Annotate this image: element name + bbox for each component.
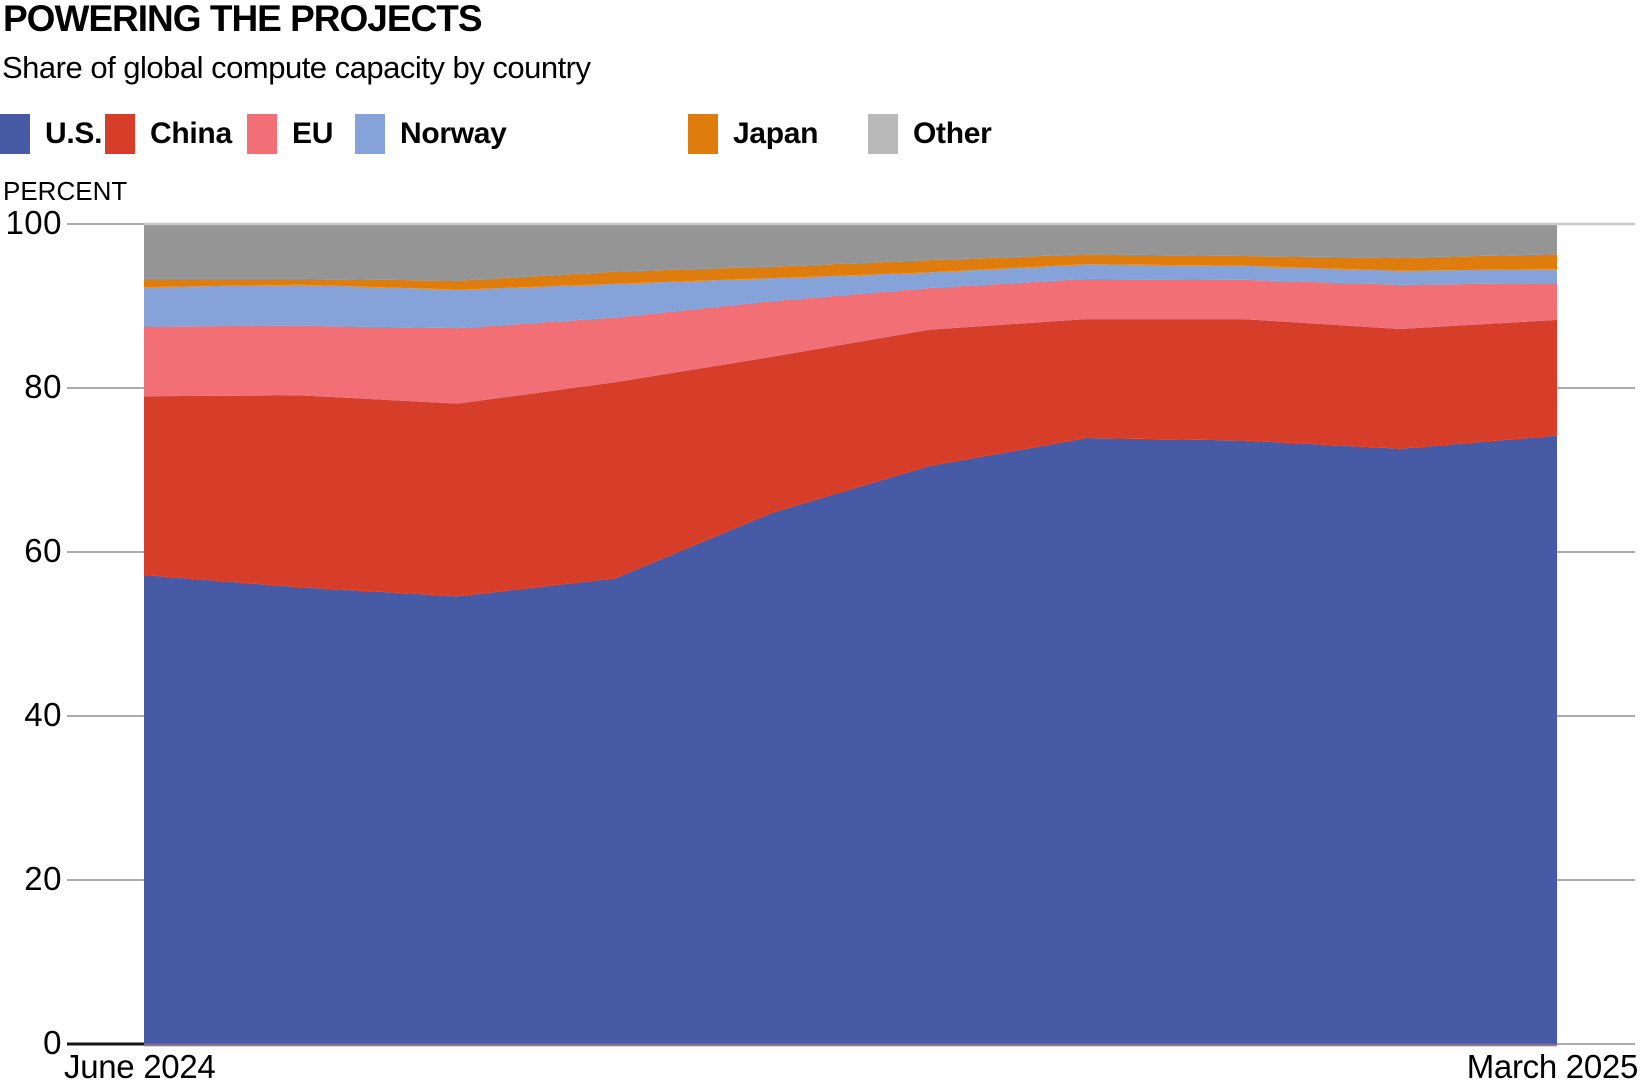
legend-label: Other — [913, 117, 992, 150]
legend-label: China — [150, 117, 232, 150]
legend-swatch-icon — [0, 114, 30, 154]
legend-swatch-icon — [355, 114, 385, 154]
legend-item-china: China — [105, 112, 232, 156]
y-axis-unit-label: PERCENT — [3, 176, 128, 206]
area-japan — [144, 254, 1557, 290]
y-tick-label-80: 80 — [24, 368, 62, 405]
area-china — [144, 319, 1557, 597]
legend-item-eu: EU — [247, 112, 333, 156]
legend-item-norway: Norway — [355, 112, 507, 156]
y-tick-label-40: 40 — [24, 696, 62, 733]
legend: U.S. China EU Norway Japan Other — [0, 112, 1100, 156]
area-other — [144, 224, 1557, 281]
legend-label: Japan — [733, 117, 819, 150]
area-norway — [144, 264, 1557, 329]
legend-swatch-icon — [868, 114, 898, 154]
y-tick-label-0: 0 — [43, 1024, 62, 1061]
y-tick-label-60: 60 — [24, 532, 62, 569]
legend-item-japan: Japan — [688, 112, 819, 156]
legend-label: U.S. — [45, 117, 103, 150]
chart-title: POWERING THE PROJECTS — [3, 0, 483, 39]
area-eu — [144, 278, 1557, 404]
x-axis-end-label: March 2025 — [1466, 1048, 1639, 1085]
legend-label: EU — [292, 117, 334, 150]
area-us — [144, 435, 1557, 1045]
y-tick-label-100: 100 — [5, 204, 62, 241]
legend-swatch-icon — [105, 114, 135, 154]
legend-swatch-icon — [688, 114, 718, 154]
legend-item-other: Other — [868, 112, 992, 156]
y-tick-label-20: 20 — [24, 860, 62, 897]
legend-label: Norway — [400, 117, 507, 150]
chart-subtitle: Share of global compute capacity by coun… — [2, 50, 591, 85]
legend-swatch-icon — [247, 114, 277, 154]
legend-item-us: U.S. — [0, 112, 102, 156]
x-axis-start-label: June 2024 — [64, 1048, 216, 1085]
